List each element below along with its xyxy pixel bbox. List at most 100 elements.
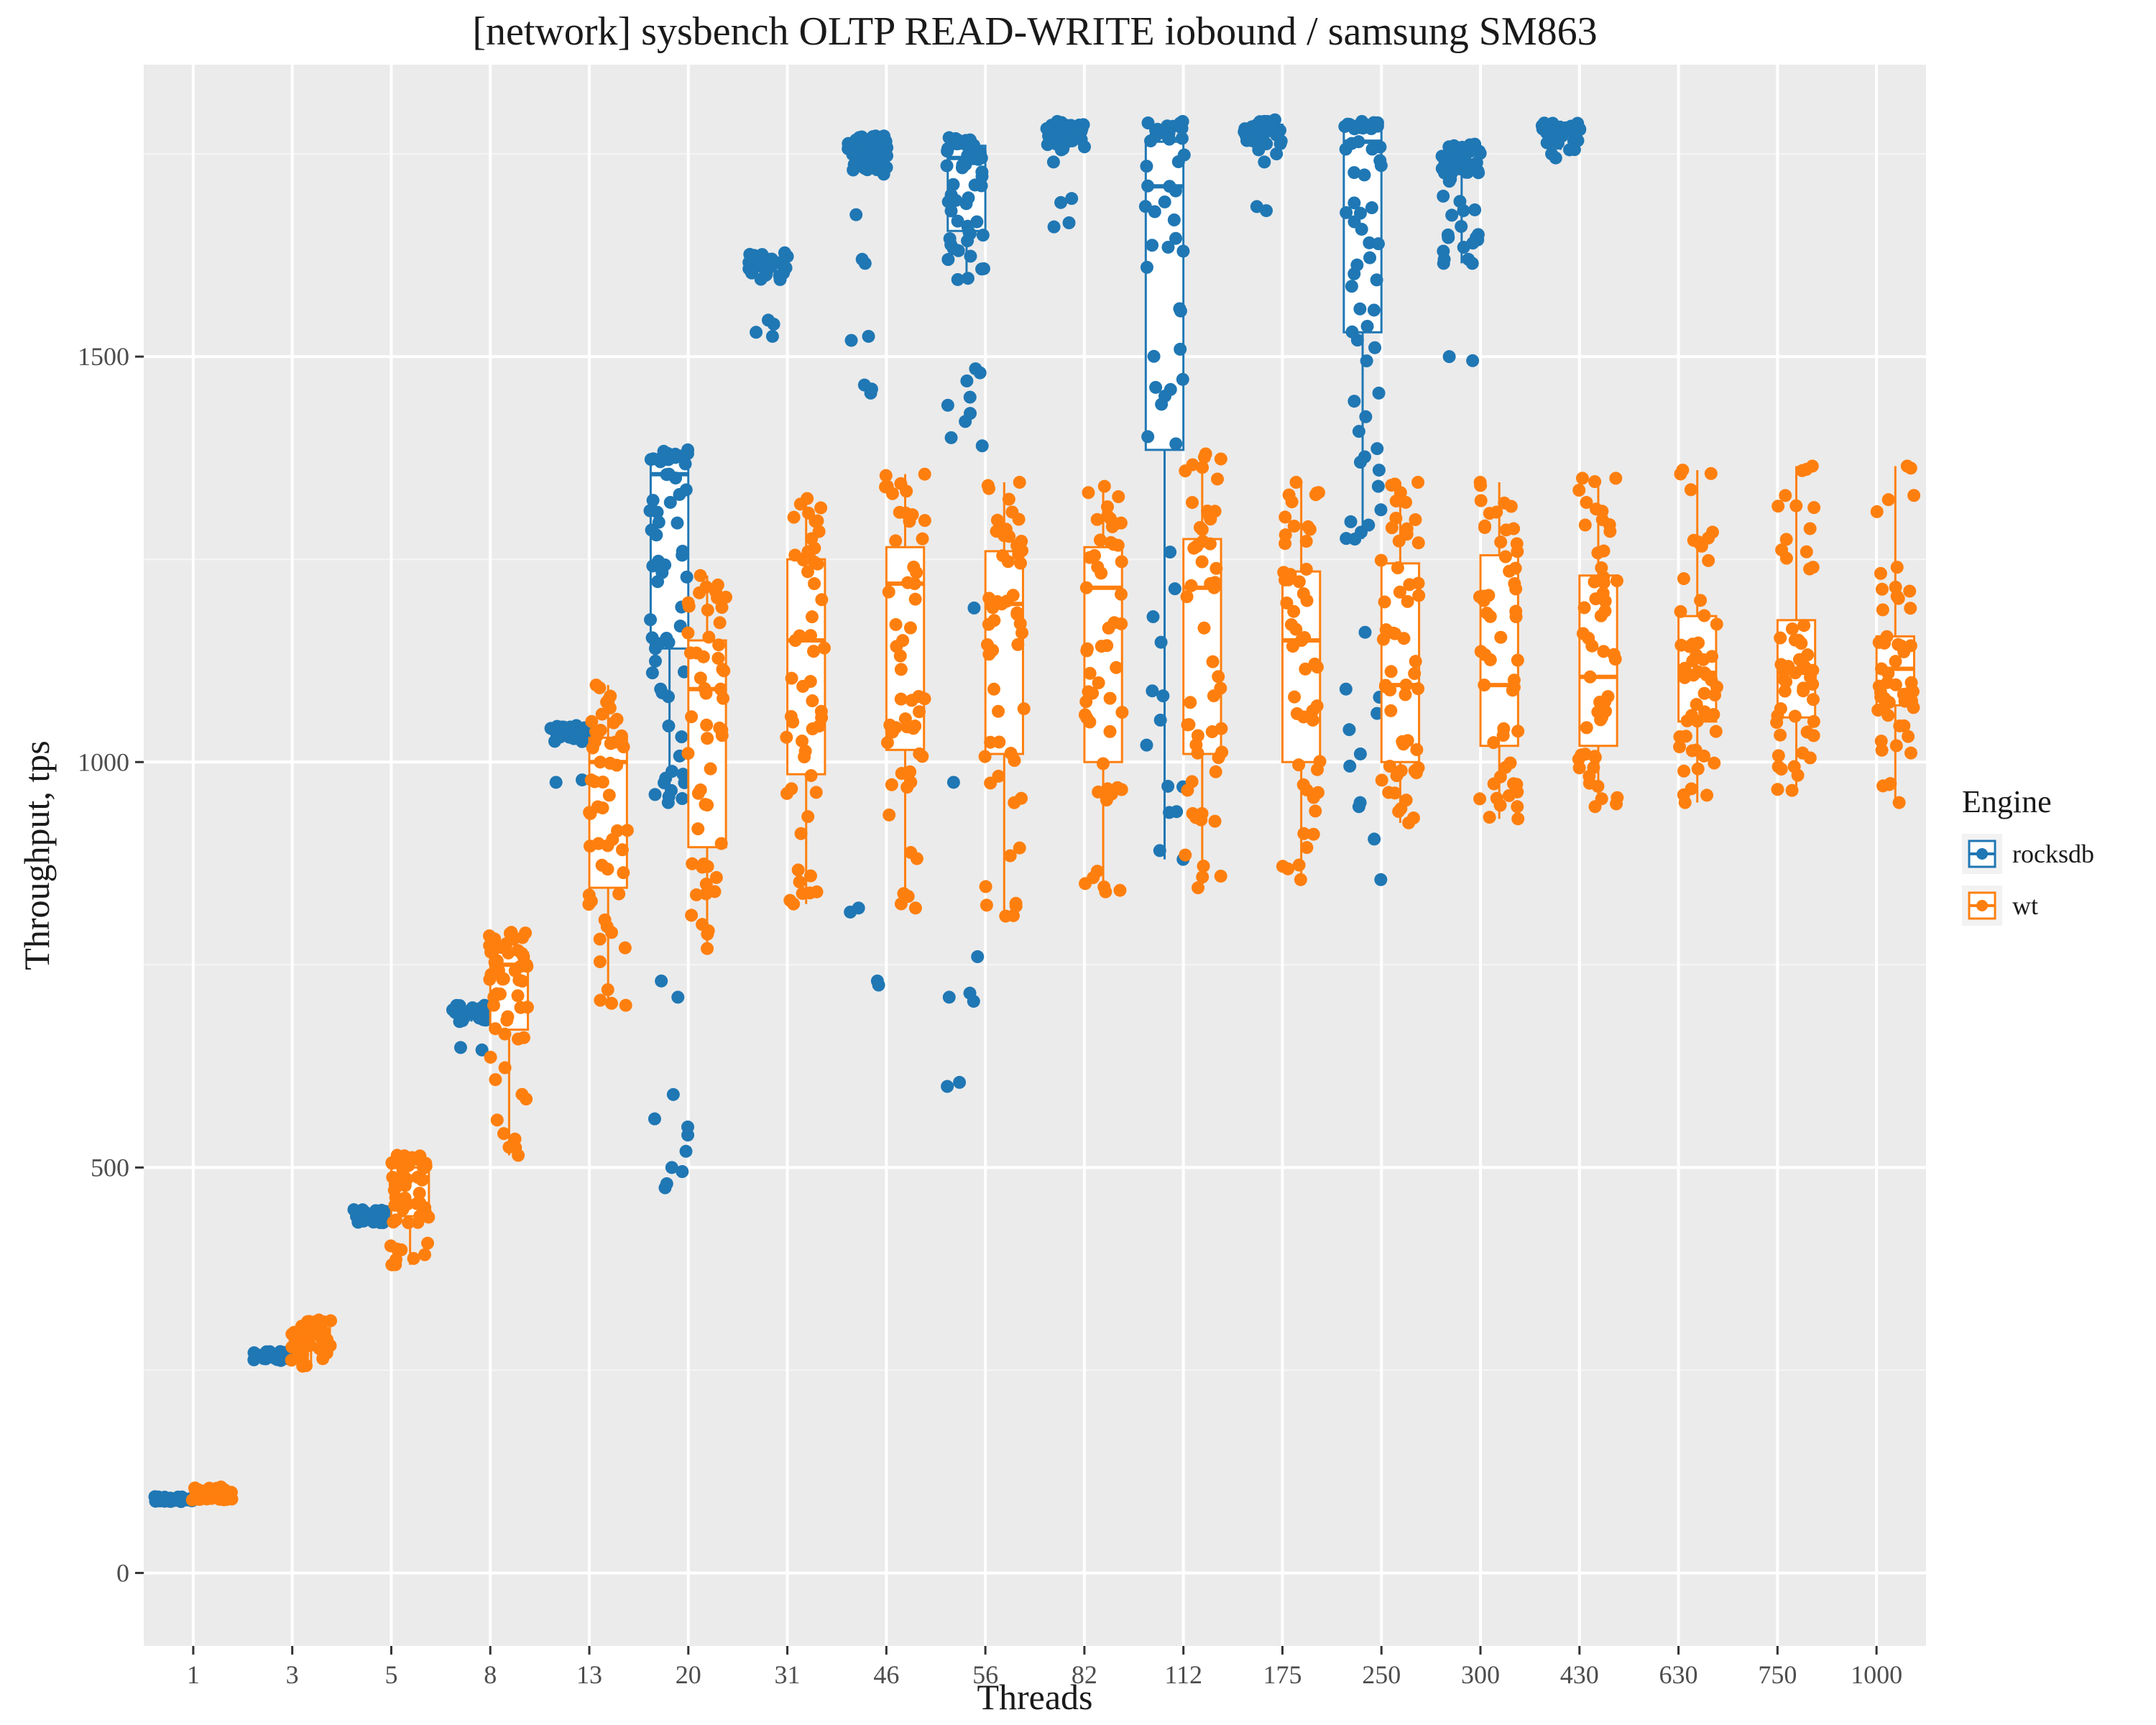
data-point — [1141, 116, 1155, 130]
data-point — [1115, 555, 1128, 569]
data-point — [1805, 459, 1819, 473]
data-point — [898, 712, 912, 726]
data-point — [1389, 511, 1403, 525]
data-point — [785, 671, 798, 685]
data-point — [1051, 114, 1064, 128]
data-point — [615, 843, 629, 857]
data-point — [1674, 604, 1687, 618]
data-point — [1598, 594, 1612, 608]
data-point — [1103, 691, 1117, 705]
data-point — [1164, 546, 1177, 559]
data-point — [1006, 589, 1020, 602]
data-point — [1367, 303, 1381, 317]
data-point — [1115, 706, 1129, 719]
data-point — [893, 505, 906, 519]
data-point — [784, 709, 798, 723]
data-point — [1268, 113, 1281, 126]
data-point — [1692, 636, 1705, 650]
data-point — [1176, 114, 1189, 128]
data-point — [1103, 512, 1117, 525]
data-point — [1597, 544, 1611, 558]
data-point — [905, 694, 918, 707]
data-point — [1104, 535, 1118, 549]
y-tick-label: 1000 — [78, 748, 129, 776]
data-point — [810, 885, 824, 898]
data-point — [385, 1258, 399, 1271]
data-point — [593, 955, 607, 969]
data-point — [1551, 137, 1565, 150]
data-point — [681, 1120, 695, 1133]
data-point — [594, 755, 607, 769]
data-point — [658, 558, 672, 571]
data-point — [676, 1165, 689, 1178]
data-point — [402, 1159, 415, 1172]
data-point — [984, 776, 998, 790]
data-point — [1876, 603, 1889, 617]
data-point — [1306, 713, 1319, 727]
data-point — [709, 870, 723, 884]
data-point — [1353, 796, 1367, 809]
data-point — [601, 839, 614, 852]
data-point — [975, 439, 989, 453]
data-point — [1287, 519, 1301, 533]
data-point — [982, 592, 996, 605]
data-point — [583, 840, 596, 853]
data-point — [620, 824, 634, 837]
data-point — [1185, 496, 1199, 510]
data-point — [619, 998, 632, 1012]
data-point — [1348, 166, 1361, 180]
data-point — [1902, 730, 1915, 743]
data-point — [1410, 743, 1424, 757]
data-point — [650, 528, 663, 542]
data-point — [654, 682, 668, 696]
data-point — [514, 1000, 528, 1014]
data-point — [815, 593, 829, 607]
data-point — [1100, 794, 1113, 807]
data-point — [508, 964, 522, 978]
data-point — [313, 1342, 326, 1356]
data-point — [411, 1170, 425, 1184]
data-point — [1803, 751, 1817, 765]
data-point — [1350, 334, 1364, 347]
data-point — [659, 771, 673, 785]
box-rocksdb-3 — [247, 1345, 300, 1367]
data-point — [1300, 594, 1314, 607]
data-point — [512, 1032, 525, 1046]
data-point — [1279, 510, 1292, 524]
data-point — [1545, 147, 1559, 161]
data-point — [1498, 550, 1512, 564]
data-point — [999, 523, 1013, 536]
data-point — [1174, 342, 1187, 356]
data-point — [805, 532, 819, 546]
data-point — [1147, 349, 1161, 363]
data-point — [1270, 147, 1284, 161]
data-point — [773, 272, 787, 286]
data-point — [1083, 715, 1097, 729]
box-wt-430 — [1572, 472, 1624, 814]
data-point — [1008, 754, 1021, 768]
data-point — [815, 711, 829, 724]
data-point — [1673, 730, 1687, 743]
data-point — [755, 259, 768, 272]
data-point — [1907, 489, 1921, 502]
data-point — [908, 592, 922, 606]
data-point — [1573, 123, 1587, 137]
data-point — [648, 654, 662, 668]
box-body — [1182, 538, 1222, 755]
data-point — [1610, 574, 1623, 588]
data-point — [960, 374, 974, 387]
data-point — [159, 1493, 172, 1506]
data-point — [1294, 634, 1308, 648]
y-tick-label: 0 — [116, 1558, 129, 1587]
legend-key-point — [1976, 900, 1988, 911]
data-point — [585, 714, 599, 728]
data-point — [801, 492, 814, 505]
data-point — [1402, 816, 1416, 829]
data-point — [1578, 518, 1592, 532]
data-point — [498, 1027, 512, 1041]
data-point — [1596, 574, 1610, 588]
data-point — [413, 1187, 426, 1200]
data-point — [1215, 722, 1228, 735]
data-point — [1185, 775, 1199, 788]
data-point — [411, 1215, 425, 1229]
